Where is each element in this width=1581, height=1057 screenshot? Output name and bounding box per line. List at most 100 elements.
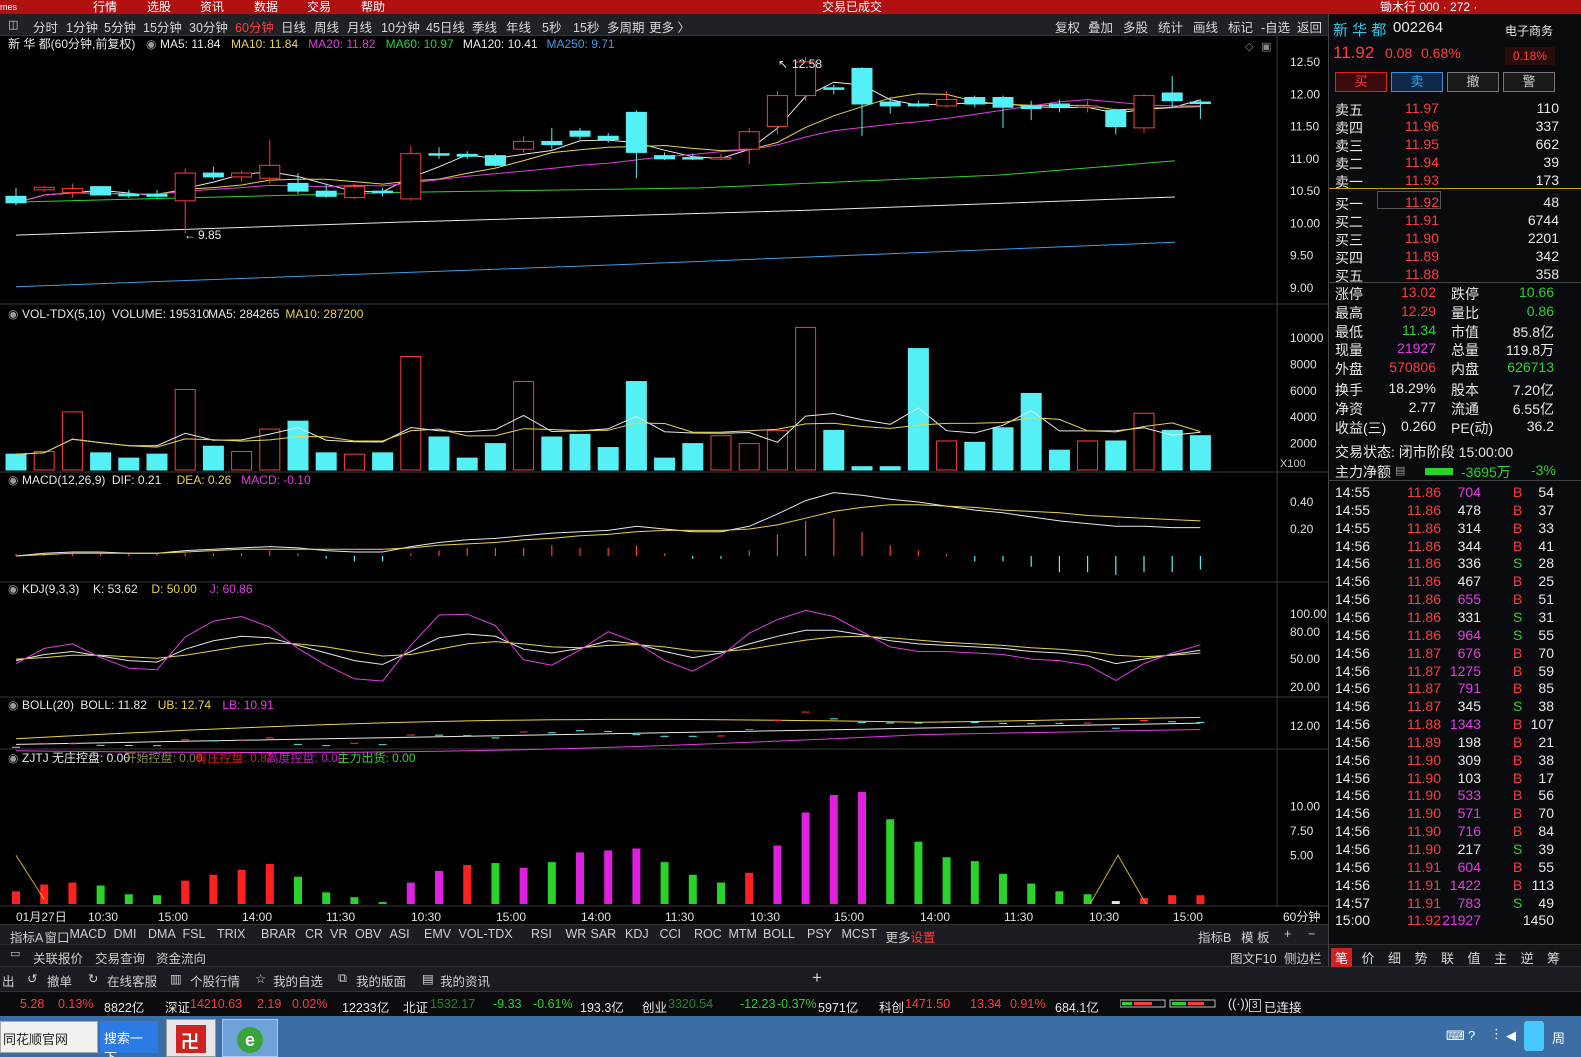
- macd-collapse-icon[interactable]: ◉: [8, 473, 18, 487]
- indicator-right-tab[interactable]: +: [1284, 927, 1292, 941]
- period-60min[interactable]: 60分钟: [235, 21, 274, 35]
- tool-tongji[interactable]: 统计: [1158, 21, 1184, 35]
- link-sidebar[interactable]: 侧边栏: [1284, 952, 1322, 966]
- tool-duogu[interactable]: 多股: [1123, 21, 1149, 35]
- period-15min[interactable]: 15分钟: [143, 21, 182, 35]
- orderbook-p[interactable]: 11.95: [1405, 136, 1439, 152]
- period-5min[interactable]: 5分钟: [104, 21, 136, 35]
- orderbook-p[interactable]: 11.88: [1405, 266, 1439, 282]
- flow-menu-icon[interactable]: ▤: [1395, 465, 1406, 477]
- indicator-tab[interactable]: BOLL: [763, 927, 795, 941]
- undo-button[interactable]: 撤单: [47, 975, 73, 989]
- add-tab-button[interactable]: +: [812, 968, 822, 987]
- orderbook-p[interactable]: 11.96: [1405, 118, 1439, 134]
- period-monthly[interactable]: 月线: [347, 21, 373, 35]
- zjtj-collapse-icon[interactable]: ◉: [8, 751, 18, 765]
- indicator-tab[interactable]: 更多: [885, 931, 911, 945]
- kdj-collapse-icon[interactable]: ◉: [8, 582, 18, 596]
- diamond-icon[interactable]: ◇: [1245, 41, 1254, 53]
- indicator-tab[interactable]: FSL: [182, 927, 206, 941]
- indicator-right-tab[interactable]: 模 板: [1241, 931, 1270, 945]
- period-weekly[interactable]: 周线: [314, 21, 340, 35]
- indicator-tab[interactable]: KDJ: [625, 927, 649, 941]
- indicator-tab[interactable]: CCI: [659, 927, 682, 941]
- window-icon[interactable]: ▭: [10, 948, 21, 960]
- menu-item-xuangu[interactable]: 选股: [147, 0, 172, 14]
- kc-name[interactable]: 科创: [879, 1001, 905, 1015]
- indicator-tab[interactable]: EMV: [424, 927, 452, 941]
- cy-name[interactable]: 创业: [642, 1001, 668, 1015]
- period-15sec[interactable]: 15秒: [573, 21, 600, 35]
- undo-icon[interactable]: ↺: [27, 972, 38, 986]
- my-layout-button[interactable]: 我的版面: [356, 975, 407, 989]
- tray-app-icon[interactable]: [1524, 1021, 1544, 1051]
- orderbook-p[interactable]: 11.89: [1405, 248, 1439, 264]
- indicator-tab[interactable]: BRAR: [261, 927, 296, 941]
- browser-address[interactable]: 同花顺官网: [0, 1021, 98, 1053]
- my-watchlist-button[interactable]: 我的自选: [273, 975, 324, 989]
- indicator-tab[interactable]: 窗口: [44, 931, 70, 945]
- orderbook-p[interactable]: 11.97: [1405, 100, 1439, 116]
- indicator-tab[interactable]: MCST: [841, 927, 877, 941]
- sector-label[interactable]: 电子商务: [1505, 24, 1554, 38]
- sell-button[interactable]: 卖: [1391, 72, 1443, 92]
- menu-item-jiaoyi[interactable]: 交易: [307, 0, 332, 14]
- ths-app-icon[interactable]: 卍: [166, 1019, 216, 1057]
- tool-zixuan[interactable]: -自选: [1261, 21, 1291, 35]
- keyboard-icon[interactable]: ⌨: [1446, 1028, 1465, 1043]
- search-button[interactable]: 搜索一下: [100, 1021, 158, 1057]
- bz-name[interactable]: 北证: [403, 1001, 429, 1015]
- indicator-tab[interactable]: 设置: [910, 931, 936, 945]
- indicator-right-tab[interactable]: 指标B: [1198, 931, 1232, 945]
- indicator-tab[interactable]: ASI: [389, 927, 410, 941]
- period-multi[interactable]: 多周期: [607, 21, 645, 35]
- layout-icon[interactable]: ⧉: [338, 971, 347, 985]
- orderbook-p[interactable]: 11.92: [1405, 194, 1439, 210]
- period-10min[interactable]: 10分钟: [381, 21, 420, 35]
- online-service-button[interactable]: 在线客服: [107, 975, 158, 989]
- menu-item-hangqing[interactable]: 行情: [93, 0, 118, 14]
- buy-button[interactable]: 买: [1335, 72, 1387, 92]
- ie-app-icon[interactable]: e: [222, 1019, 278, 1057]
- cancel-order-button[interactable]: 撤: [1447, 72, 1499, 92]
- indicator-tab[interactable]: TRIX: [217, 927, 246, 941]
- indicator-tab[interactable]: OBV: [355, 927, 382, 941]
- panel-toggle-icon[interactable]: ▣: [1261, 41, 1271, 53]
- tool-fanhui[interactable]: 返回: [1297, 21, 1323, 35]
- indicator-tab[interactable]: SAR: [590, 927, 617, 941]
- indicator-tab[interactable]: WR: [565, 927, 587, 941]
- collapse-icon[interactable]: ◉: [146, 37, 156, 51]
- tool-huaxian[interactable]: 画线: [1193, 21, 1219, 35]
- stock-quote-button[interactable]: 个股行情: [190, 975, 241, 989]
- help-icon[interactable]: ?: [1468, 1028, 1476, 1043]
- detail-tab[interactable]: 联: [1441, 951, 1455, 966]
- detail-tab[interactable]: 值: [1467, 951, 1481, 966]
- indicator-tab[interactable]: 指标A: [10, 931, 44, 945]
- tool-diejia[interactable]: 叠加: [1088, 21, 1114, 35]
- period-year[interactable]: 年线: [506, 21, 532, 35]
- orderbook-p[interactable]: 11.91: [1405, 212, 1439, 228]
- boll-collapse-icon[interactable]: ◉: [8, 698, 18, 712]
- indicator-tab[interactable]: ROC: [694, 927, 722, 941]
- link-guanlian[interactable]: 关联报价: [33, 952, 84, 966]
- indicator-tab[interactable]: VR: [330, 927, 348, 941]
- period-daily[interactable]: 日线: [281, 21, 307, 35]
- network-icon[interactable]: ⋮: [1490, 1026, 1503, 1041]
- link-jiaoyichaxun[interactable]: 交易查询: [95, 952, 146, 966]
- alert-button[interactable]: 警: [1503, 72, 1555, 92]
- stock-quote-icon[interactable]: ▥: [170, 972, 182, 986]
- exit-button[interactable]: 出: [2, 975, 15, 989]
- detail-tab[interactable]: 逆: [1520, 951, 1534, 966]
- period-5sec[interactable]: 5秒: [542, 21, 562, 35]
- period-45day[interactable]: 45日线: [426, 21, 465, 35]
- detail-tab[interactable]: 价: [1361, 951, 1375, 966]
- indicator-tab[interactable]: MTM: [728, 927, 757, 941]
- period-more[interactable]: 更多 〉: [649, 21, 690, 35]
- link-zijinliuxiang[interactable]: 资金流向: [156, 952, 207, 966]
- detail-tab[interactable]: 主: [1494, 951, 1508, 966]
- sz-name[interactable]: 深证: [165, 1001, 191, 1015]
- tool-biaoji[interactable]: 标记: [1228, 21, 1254, 35]
- detail-tab[interactable]: 势: [1414, 951, 1428, 966]
- star-icon[interactable]: ☆: [255, 972, 267, 986]
- detail-tab[interactable]: 细: [1388, 951, 1402, 966]
